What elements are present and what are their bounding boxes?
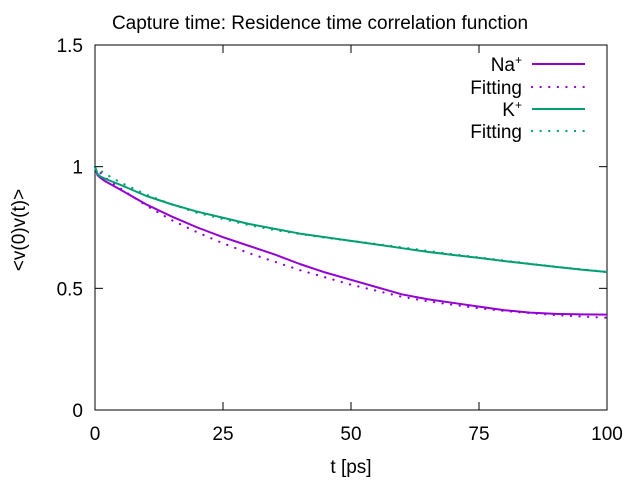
legend-label: Fitting [470, 122, 522, 143]
plot-area [94, 44, 608, 411]
legend-label: K+ [502, 98, 522, 121]
series-line-2 [94, 166, 608, 274]
ticks-layer: 0 25 50 75 100 0 0.5 1 1.5 [57, 36, 623, 445]
y-tick-label: 1.5 [57, 36, 83, 57]
series-layer [93, 165, 609, 319]
x-tick-label: 75 [468, 424, 489, 445]
chart-title: Capture time: Residence time correlation… [112, 13, 528, 34]
x-axis-label: t [ps] [330, 457, 371, 478]
y-tick-label: 0 [72, 401, 83, 422]
legend-label: Na+ [491, 53, 522, 76]
x-tick-label: 25 [212, 424, 233, 445]
legend-label: Fitting [470, 78, 522, 99]
series-line-3 [93, 165, 609, 274]
x-tick-label: 50 [340, 424, 361, 445]
y-axis-label: <v(0)v(t)> [9, 189, 30, 271]
x-tick-label: 100 [591, 424, 623, 445]
series-line-0 [94, 166, 608, 316]
plot-border [94, 44, 608, 411]
x-tick-label: 0 [90, 424, 101, 445]
y-tick-label: 0.5 [57, 279, 83, 300]
y-tick-label: 1 [72, 158, 83, 179]
series-line-1 [93, 165, 609, 319]
